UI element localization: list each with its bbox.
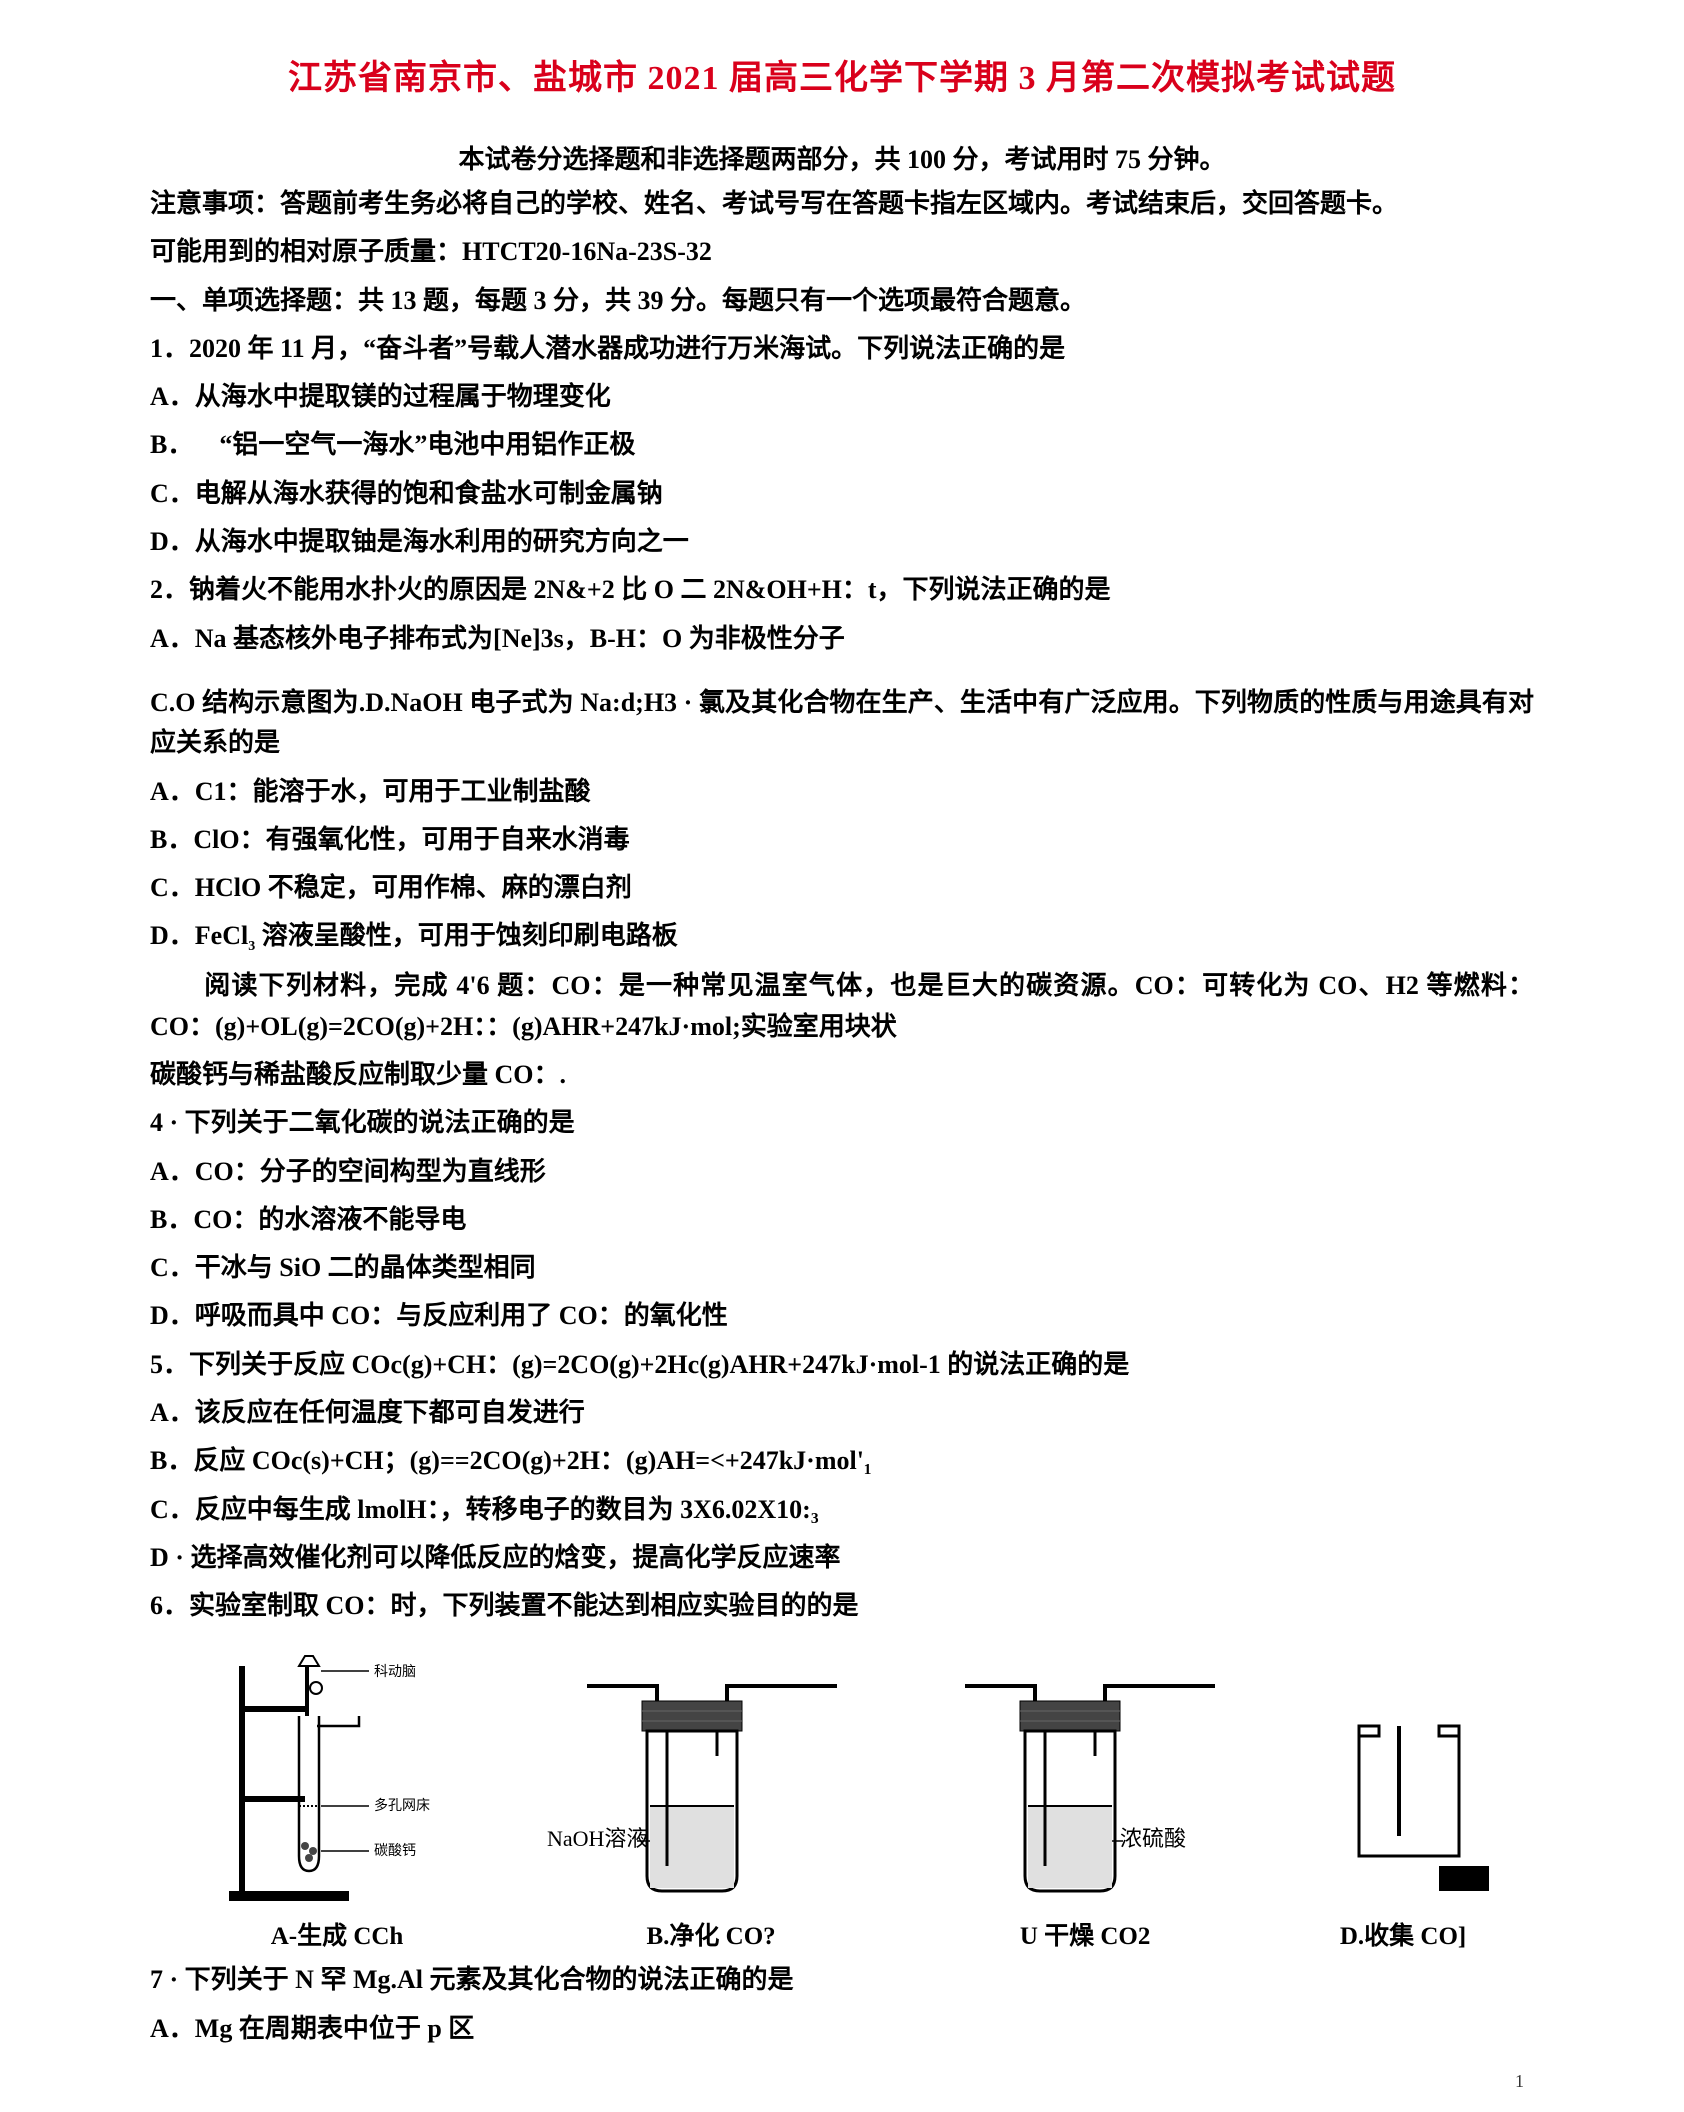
passage-line-2: 碳酸钙与稀盐酸反应制取少量 CO：. <box>150 1055 1534 1095</box>
q3-option-c: C．HClO 不稳定，可用作棉、麻的漂白剂 <box>150 868 1534 908</box>
q5-stem: 5．下列关于反应 COc(g)+CH：(g)=2CO(g)+2Hc(g)AHR+… <box>150 1345 1534 1385</box>
q5-option-b: B．反应 COc(s)+CH；(g)==2CO(g)+2H：(g)AH=<+24… <box>150 1441 1534 1481</box>
atomic-mass-line: 可能用到的相对原子质量：HTCT20-16Na-23S-32 <box>150 232 1534 272</box>
apparatus-c-icon: 浓硫酸 <box>925 1646 1245 1906</box>
page-number: 1 <box>1515 2071 1524 2092</box>
q7-stem: 7 · 下列关于 N 罕 Mg.Al 元素及其化合物的说法正确的是 <box>150 1960 1534 2000</box>
q1-stem: 1．2020 年 11 月，“奋斗者”号载人潜水器成功进行万米海试。下列说法正确… <box>150 329 1534 369</box>
q4-option-a: A．CO：分子的空间构型为直线形 <box>150 1152 1534 1192</box>
q7-option-a: A．Mg 在周期表中位于 p 区 <box>150 2009 1534 2049</box>
q3-option-d: D．FeCl3 溶液呈酸性，可用于蚀刻印刷电路板 <box>150 916 1534 958</box>
q1-option-d: D．从海水中提取铀是海水利用的研究方向之一 <box>150 522 1534 562</box>
section-1-heading: 一、单项选择题：共 13 题，每题 3 分，共 39 分。每题只有一个选项最符合… <box>150 281 1534 321</box>
notice-line: 注意事项：答题前考生务必将自己的学校、姓名、考试号写在答题卡指左区域内。考试结束… <box>150 184 1534 224</box>
passage-line-1: 阅读下列材料，完成 4'6 题：CO：是一种常见温室气体，也是巨大的碳资源。CO… <box>150 966 1534 1047</box>
caption-c: U 干燥 CO2 <box>898 1916 1272 1952</box>
q3-option-a: A．C1：能溶于水，可用于工业制盐酸 <box>150 772 1534 812</box>
figure-a: 科动脑 多孔网床 碳酸钙 <box>150 1646 508 1906</box>
exam-info-line: 本试卷分选择题和非选择题两部分，共 100 分，考试用时 75 分钟。 <box>150 139 1534 176</box>
q5-option-a: A．该反应在任何温度下都可自发进行 <box>150 1393 1534 1433</box>
svg-text:浓硫酸: 浓硫酸 <box>1120 1826 1186 1851</box>
figure-row: 科动脑 多孔网床 碳酸钙 <box>150 1646 1534 1906</box>
q3-d-pre: D．FeCl <box>150 921 248 950</box>
page-title: 江苏省南京市、盐城市 2021 届高三化学下学期 3 月第二次模拟考试试题 <box>150 50 1534 99</box>
q4-option-c: C．干冰与 SiO 二的晶体类型相同 <box>150 1248 1534 1288</box>
q1-option-b: B． “铝一空气一海水”电池中用铝作正极 <box>150 425 1534 465</box>
q4-option-b: B．CO：的水溶液不能导电 <box>150 1200 1534 1240</box>
q4-stem: 4 · 下列关于二氧化碳的说法正确的是 <box>150 1103 1534 1143</box>
q4-option-d: D．呼吸而具中 CO：与反应利用了 CO：的氧化性 <box>150 1296 1534 1336</box>
figure-captions: A-生成 CCh B.净化 CO? U 干燥 CO2 D.收集 CO] <box>150 1916 1534 1952</box>
apparatus-a-icon: 科动脑 多孔网床 碳酸钙 <box>209 1646 449 1906</box>
q5-option-c: C．反应中每生成 lmolH：，转移电子的数目为 3X6.02X10:₃ <box>150 1490 1534 1530</box>
apparatus-d-icon <box>1319 1706 1499 1906</box>
q5-option-d: D · 选择高效催化剂可以降低反应的焓变，提高化学反应速率 <box>150 1538 1534 1578</box>
figure-b: NaOH溶液 <box>528 1646 886 1906</box>
caption-d: D.收集 CO] <box>1272 1916 1534 1952</box>
apparatus-b-icon: NaOH溶液 <box>547 1646 867 1906</box>
svg-text:多孔网床: 多孔网床 <box>374 1797 430 1814</box>
q2-stem: 2．钠着火不能用水扑火的原因是 2N&+2 比 O 二 2N&OH+H：t，下列… <box>150 570 1534 610</box>
q6-stem: 6．实验室制取 CO：时，下列装置不能达到相应实验目的的是 <box>150 1586 1534 1626</box>
q3-option-b: B．ClO：有强氧化性，可用于自来水消毒 <box>150 820 1534 860</box>
svg-text:碳酸钙: 碳酸钙 <box>374 1843 416 1859</box>
caption-a: A-生成 CCh <box>150 1916 524 1952</box>
svg-text:科动脑: 科动脑 <box>374 1664 416 1680</box>
q2-option-a: A．Na 基态核外电子排布式为[Ne]3s，B-H：O 为非极性分子 <box>150 619 1534 659</box>
figure-d <box>1284 1706 1534 1906</box>
figure-c: 浓硫酸 <box>906 1646 1264 1906</box>
q1-option-c: C．电解从海水获得的饱和食盐水可制金属钠 <box>150 474 1534 514</box>
q1-option-a: A．从海水中提取镁的过程属于物理变化 <box>150 377 1534 417</box>
exam-page: 江苏省南京市、盐城市 2021 届高三化学下学期 3 月第二次模拟考试试题 本试… <box>0 0 1684 2112</box>
svg-text:NaOH溶液: NaOH溶液 <box>547 1826 648 1851</box>
caption-b: B.净化 CO? <box>524 1916 898 1952</box>
q3-d-post: 溶液呈酸性，可用于蚀刻印刷电路板 <box>255 921 678 950</box>
q2-option-cd: C.O 结构示意图为.D.NaOH 电子式为 Na:d;H3 · 氯及其化合物在… <box>150 683 1534 764</box>
